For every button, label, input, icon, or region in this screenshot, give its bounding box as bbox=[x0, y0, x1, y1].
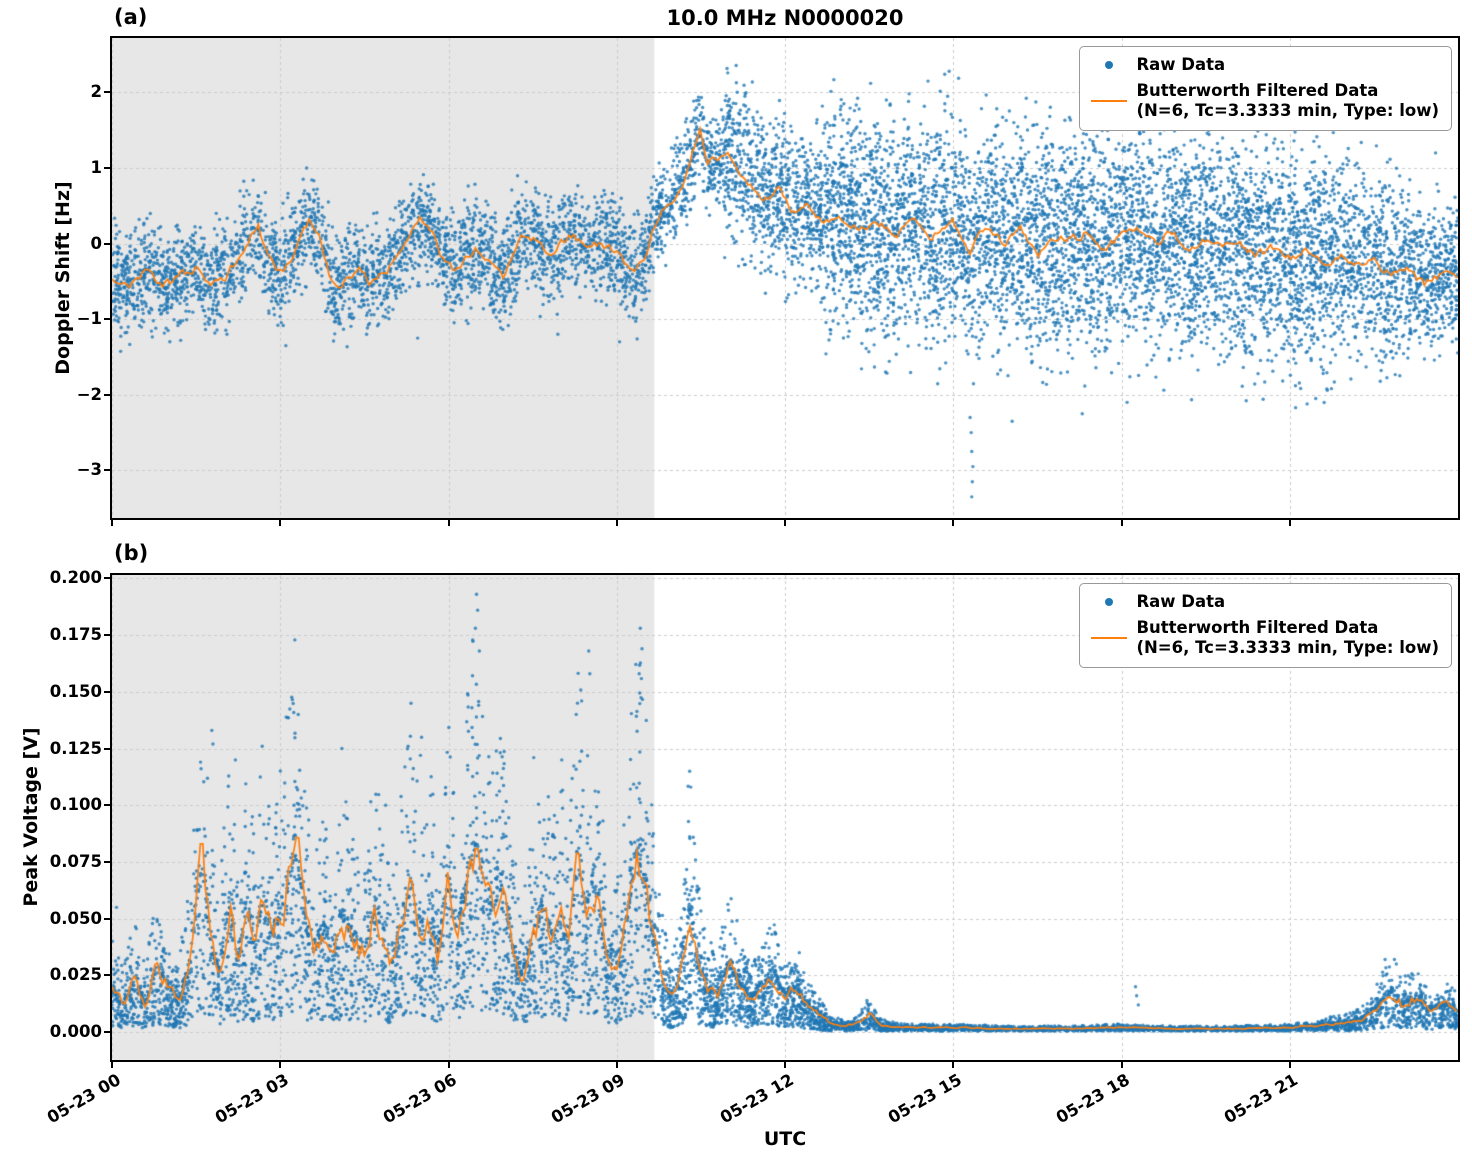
y-tick-label: 1 bbox=[90, 158, 102, 178]
legend-voltage: Raw Data Butterworth Filtered Data (N=6,… bbox=[1079, 583, 1452, 668]
y-tick-mark bbox=[104, 318, 110, 321]
x-tick-mark bbox=[447, 520, 450, 526]
x-tick-mark bbox=[784, 1062, 786, 1068]
y-tick-mark bbox=[104, 860, 110, 863]
legend-entry-raw: Raw Data bbox=[1088, 55, 1439, 76]
x-tick-mark bbox=[111, 520, 113, 526]
x-tick-mark bbox=[615, 520, 618, 526]
y-tick-label: 0.000 bbox=[49, 1022, 102, 1042]
legend-filtered-label-line2: (N=6, Tc=3.3333 min, Type: low) bbox=[1136, 101, 1439, 121]
x-tick-mark bbox=[1288, 520, 1291, 526]
legend-raw-label: Raw Data bbox=[1136, 592, 1226, 611]
y-tick-label: 0.100 bbox=[49, 795, 102, 815]
filtered-line-marker bbox=[1088, 637, 1130, 640]
x-tick-mark bbox=[279, 1062, 282, 1068]
x-tick-mark bbox=[447, 1062, 450, 1068]
y-tick-mark bbox=[104, 167, 110, 170]
y-axis-label-doppler: Doppler Shift [Hz] bbox=[52, 181, 74, 375]
y-tick-mark bbox=[104, 242, 110, 245]
x-tick-label: 05-23 09 bbox=[548, 1070, 629, 1128]
y-tick-mark bbox=[104, 393, 110, 396]
x-tick-label: 05-23 00 bbox=[43, 1070, 124, 1128]
x-axis-label: UTC bbox=[763, 1128, 807, 1150]
y-tick-label: −3 bbox=[76, 460, 102, 480]
y-tick-label: 0.125 bbox=[49, 738, 102, 758]
y-tick-label: 0 bbox=[90, 233, 102, 253]
x-tick-label: 05-23 12 bbox=[716, 1070, 797, 1128]
x-tick-mark bbox=[1120, 1062, 1123, 1068]
y-tick-label: −1 bbox=[76, 309, 102, 329]
legend-entry-raw: Raw Data bbox=[1088, 592, 1439, 613]
legend-entry-filtered: Butterworth Filtered Data (N=6, Tc=3.333… bbox=[1088, 618, 1439, 659]
y-tick-label: −2 bbox=[76, 384, 102, 404]
y-tick-label: 0.175 bbox=[49, 625, 102, 645]
x-tick-mark bbox=[952, 1062, 955, 1068]
legend-filtered-label-line2: (N=6, Tc=3.3333 min, Type: low) bbox=[1136, 638, 1439, 658]
y-tick-label: 2 bbox=[90, 82, 102, 102]
y-tick-mark bbox=[104, 1031, 110, 1034]
raw-data-dot-marker bbox=[1088, 61, 1130, 70]
y-tick-label: 0.200 bbox=[49, 568, 102, 588]
x-tick-label: 05-23 06 bbox=[379, 1070, 460, 1128]
x-tick-mark bbox=[1288, 1062, 1291, 1068]
raw-data-dot-marker bbox=[1088, 598, 1130, 607]
legend-filtered-label-line1: Butterworth Filtered Data bbox=[1136, 617, 1379, 637]
y-tick-mark bbox=[104, 634, 110, 637]
x-tick-mark bbox=[111, 1062, 113, 1068]
y-tick-mark bbox=[104, 91, 110, 94]
legend-entry-filtered: Butterworth Filtered Data (N=6, Tc=3.333… bbox=[1088, 81, 1439, 122]
y-tick-label: 0.075 bbox=[49, 851, 102, 871]
x-tick-mark bbox=[279, 520, 282, 526]
y-tick-mark bbox=[104, 917, 110, 920]
x-tick-mark bbox=[952, 520, 955, 526]
y-tick-label: 0.050 bbox=[49, 908, 102, 928]
legend-filtered-label-line1: Butterworth Filtered Data bbox=[1136, 80, 1379, 100]
x-tick-mark bbox=[615, 1062, 618, 1068]
y-tick-mark bbox=[104, 974, 110, 977]
panel-a-label: (a) bbox=[114, 5, 148, 29]
x-tick-label: 05-23 03 bbox=[211, 1070, 292, 1128]
legend-raw-label: Raw Data bbox=[1136, 55, 1226, 74]
y-tick-mark bbox=[104, 804, 110, 807]
chart-title: 10.0 MHz N0000020 bbox=[666, 6, 904, 30]
y-tick-label: 0.150 bbox=[49, 681, 102, 701]
x-tick-label: 05-23 18 bbox=[1052, 1070, 1133, 1128]
x-tick-label: 05-23 15 bbox=[884, 1070, 965, 1128]
filtered-line-marker bbox=[1088, 100, 1130, 103]
panel-b-label: (b) bbox=[114, 541, 149, 565]
legend-doppler: Raw Data Butterworth Filtered Data (N=6,… bbox=[1079, 46, 1452, 131]
y-tick-mark bbox=[104, 747, 110, 750]
x-tick-mark bbox=[1120, 520, 1123, 526]
y-tick-mark bbox=[104, 690, 110, 693]
y-tick-mark bbox=[104, 577, 110, 580]
x-tick-mark bbox=[784, 520, 786, 526]
x-tick-label: 05-23 21 bbox=[1221, 1070, 1302, 1128]
y-tick-label: 0.025 bbox=[49, 965, 102, 985]
y-tick-mark bbox=[104, 469, 110, 472]
